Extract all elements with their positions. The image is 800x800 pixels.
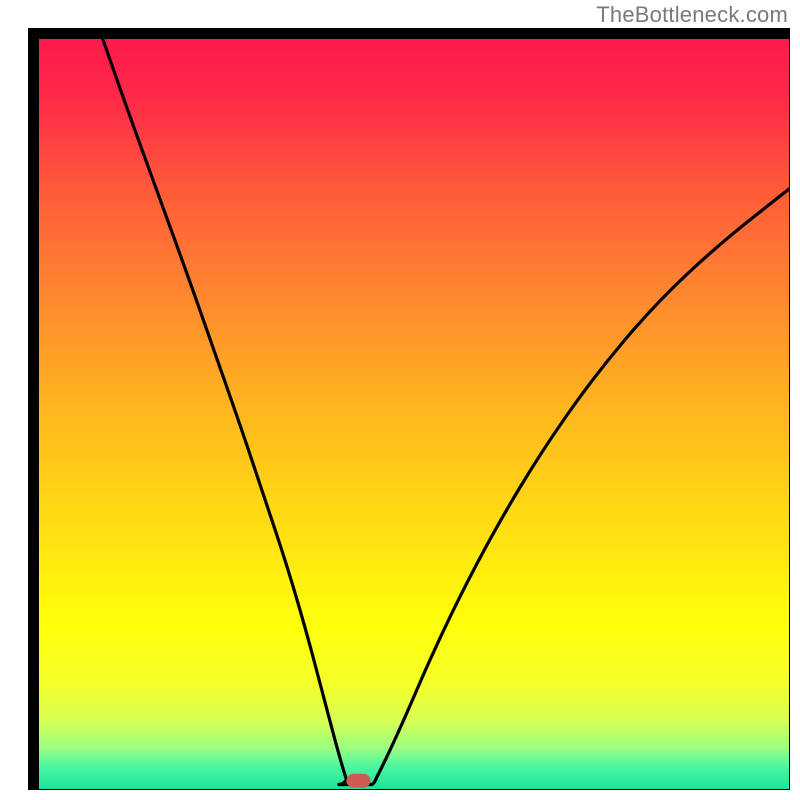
chart-svg [0,0,800,800]
bottleneck-chart: TheBottleneck.com [0,0,800,800]
min-marker [347,774,371,788]
chart-background [39,39,789,789]
